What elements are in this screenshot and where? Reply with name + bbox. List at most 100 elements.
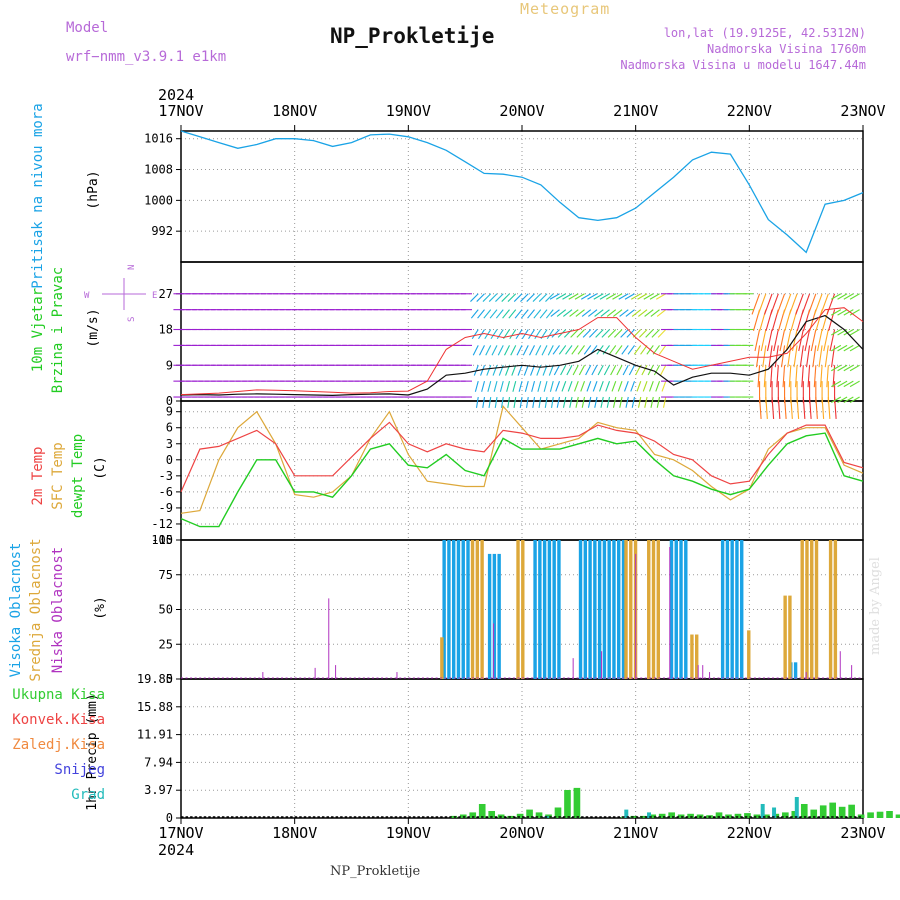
wind-arrow bbox=[611, 380, 617, 392]
wind-gust-line bbox=[180, 307, 864, 396]
wind-arrow bbox=[600, 396, 604, 408]
wind-arrow bbox=[823, 329, 829, 352]
wind-arrow bbox=[631, 309, 642, 317]
wind-arrow bbox=[489, 309, 498, 319]
precip-total-bar bbox=[526, 809, 533, 818]
wind-arrow bbox=[549, 293, 560, 300]
cloud-mid-bar bbox=[516, 540, 520, 679]
wind-arrow bbox=[661, 380, 667, 392]
wind-arrow bbox=[849, 329, 860, 336]
wind-arrow bbox=[570, 329, 579, 338]
wind-arrow bbox=[566, 364, 573, 376]
wind-arrow bbox=[565, 345, 573, 355]
wind-arrow bbox=[843, 329, 854, 336]
wind-arrow bbox=[527, 309, 535, 319]
wind-arrow bbox=[576, 329, 585, 338]
wind-arrow bbox=[546, 329, 554, 340]
cloud-mid-bar bbox=[833, 540, 838, 679]
wind-arrow bbox=[582, 329, 592, 338]
wind-arrow bbox=[782, 293, 792, 315]
temp-2m-line bbox=[180, 421, 864, 493]
meteogram-label: Meteogram bbox=[520, 0, 611, 18]
wind-arrow bbox=[626, 329, 635, 338]
wind-arrow bbox=[831, 309, 842, 316]
wind-arrow bbox=[802, 396, 806, 420]
y-tick-label: 75 bbox=[159, 568, 173, 582]
y-tick-label: 6 bbox=[166, 421, 173, 435]
cloud-high-bar bbox=[735, 540, 739, 679]
year-label-bottom: 2024 bbox=[158, 841, 194, 859]
wind-arrow bbox=[475, 396, 479, 408]
wind-arrow bbox=[472, 345, 479, 356]
wind-arrow bbox=[597, 364, 604, 376]
wind-arrow bbox=[586, 380, 592, 392]
wind-arrow bbox=[795, 293, 804, 315]
y-tick-label: 992 bbox=[151, 224, 173, 238]
wind-arrow bbox=[616, 364, 623, 376]
wind-arrow bbox=[588, 329, 598, 338]
wind-arrow bbox=[628, 364, 636, 376]
wind-arrow bbox=[556, 396, 561, 408]
wind-arrow bbox=[757, 365, 761, 388]
wind-arrow bbox=[650, 309, 660, 317]
x-tick-label-bottom: 19NOV bbox=[386, 824, 431, 842]
wind-arrow bbox=[600, 309, 610, 317]
wind-arrow bbox=[843, 364, 854, 372]
cloud-high-bar bbox=[740, 540, 744, 679]
wind-arrow bbox=[619, 396, 623, 408]
cloud-high-bar bbox=[730, 540, 734, 679]
wind-arrow bbox=[598, 380, 604, 392]
wind-arrow bbox=[793, 345, 798, 368]
wind-arrow bbox=[809, 396, 812, 420]
wind-arrow bbox=[477, 309, 485, 319]
wind-arrow bbox=[574, 293, 585, 300]
wind-arrow bbox=[643, 293, 654, 300]
cloud-high-bar bbox=[557, 540, 561, 679]
precip-total-bar bbox=[639, 815, 647, 818]
wind-arrow bbox=[769, 365, 773, 388]
wind-arrow bbox=[545, 309, 554, 319]
wind-arrow bbox=[512, 381, 517, 392]
precip-total-bar bbox=[744, 813, 751, 818]
wind-arrow bbox=[771, 396, 775, 420]
wind-arrow bbox=[485, 345, 492, 356]
wind-arrow bbox=[534, 329, 542, 340]
wind-arrow bbox=[531, 381, 536, 392]
precip-total-bar bbox=[459, 814, 467, 818]
wind-unit-label: (m/s) bbox=[86, 308, 101, 347]
x-tick-label-bottom: 21NOV bbox=[613, 824, 658, 842]
wind-arrow bbox=[507, 293, 517, 302]
y-tick-label: 19.85 bbox=[137, 672, 173, 686]
cloud-high-bar bbox=[725, 540, 730, 679]
cloud-high-bar bbox=[552, 540, 556, 679]
wind-arrow bbox=[553, 364, 560, 376]
precip-hail-bar bbox=[772, 807, 777, 818]
precip-total-bar bbox=[630, 815, 638, 818]
wind-arrow bbox=[608, 345, 617, 355]
wind-arrow bbox=[581, 396, 586, 408]
precip-total-bar bbox=[497, 814, 505, 818]
y-tick-label: -9 bbox=[159, 501, 173, 515]
wind-arrow bbox=[831, 364, 842, 372]
wind-arrow bbox=[504, 345, 510, 356]
wind-arrow bbox=[612, 293, 623, 300]
wind-arrow bbox=[770, 293, 779, 315]
cloud-high-bar bbox=[547, 540, 552, 679]
y-tick-label: 0 bbox=[166, 394, 173, 408]
cloud-mid-bar bbox=[828, 540, 833, 679]
wind-arrow bbox=[612, 396, 617, 408]
cloud-high-bar bbox=[492, 553, 497, 679]
cloud-unit-label: (%) bbox=[93, 596, 108, 619]
wind-arrow bbox=[522, 345, 529, 356]
cloud-high-bar bbox=[612, 540, 616, 679]
footer-station-name: NP_Prokletije bbox=[330, 864, 421, 879]
precip-total-bar bbox=[725, 814, 732, 818]
wind-arrow bbox=[575, 396, 579, 408]
cloud-high-bar bbox=[447, 540, 451, 679]
precip-hail-bar bbox=[624, 809, 629, 818]
wind-arrow bbox=[575, 309, 585, 317]
wind-arrow bbox=[502, 309, 510, 319]
wind-arrow bbox=[776, 365, 779, 388]
cloud-high-bar bbox=[621, 540, 626, 679]
